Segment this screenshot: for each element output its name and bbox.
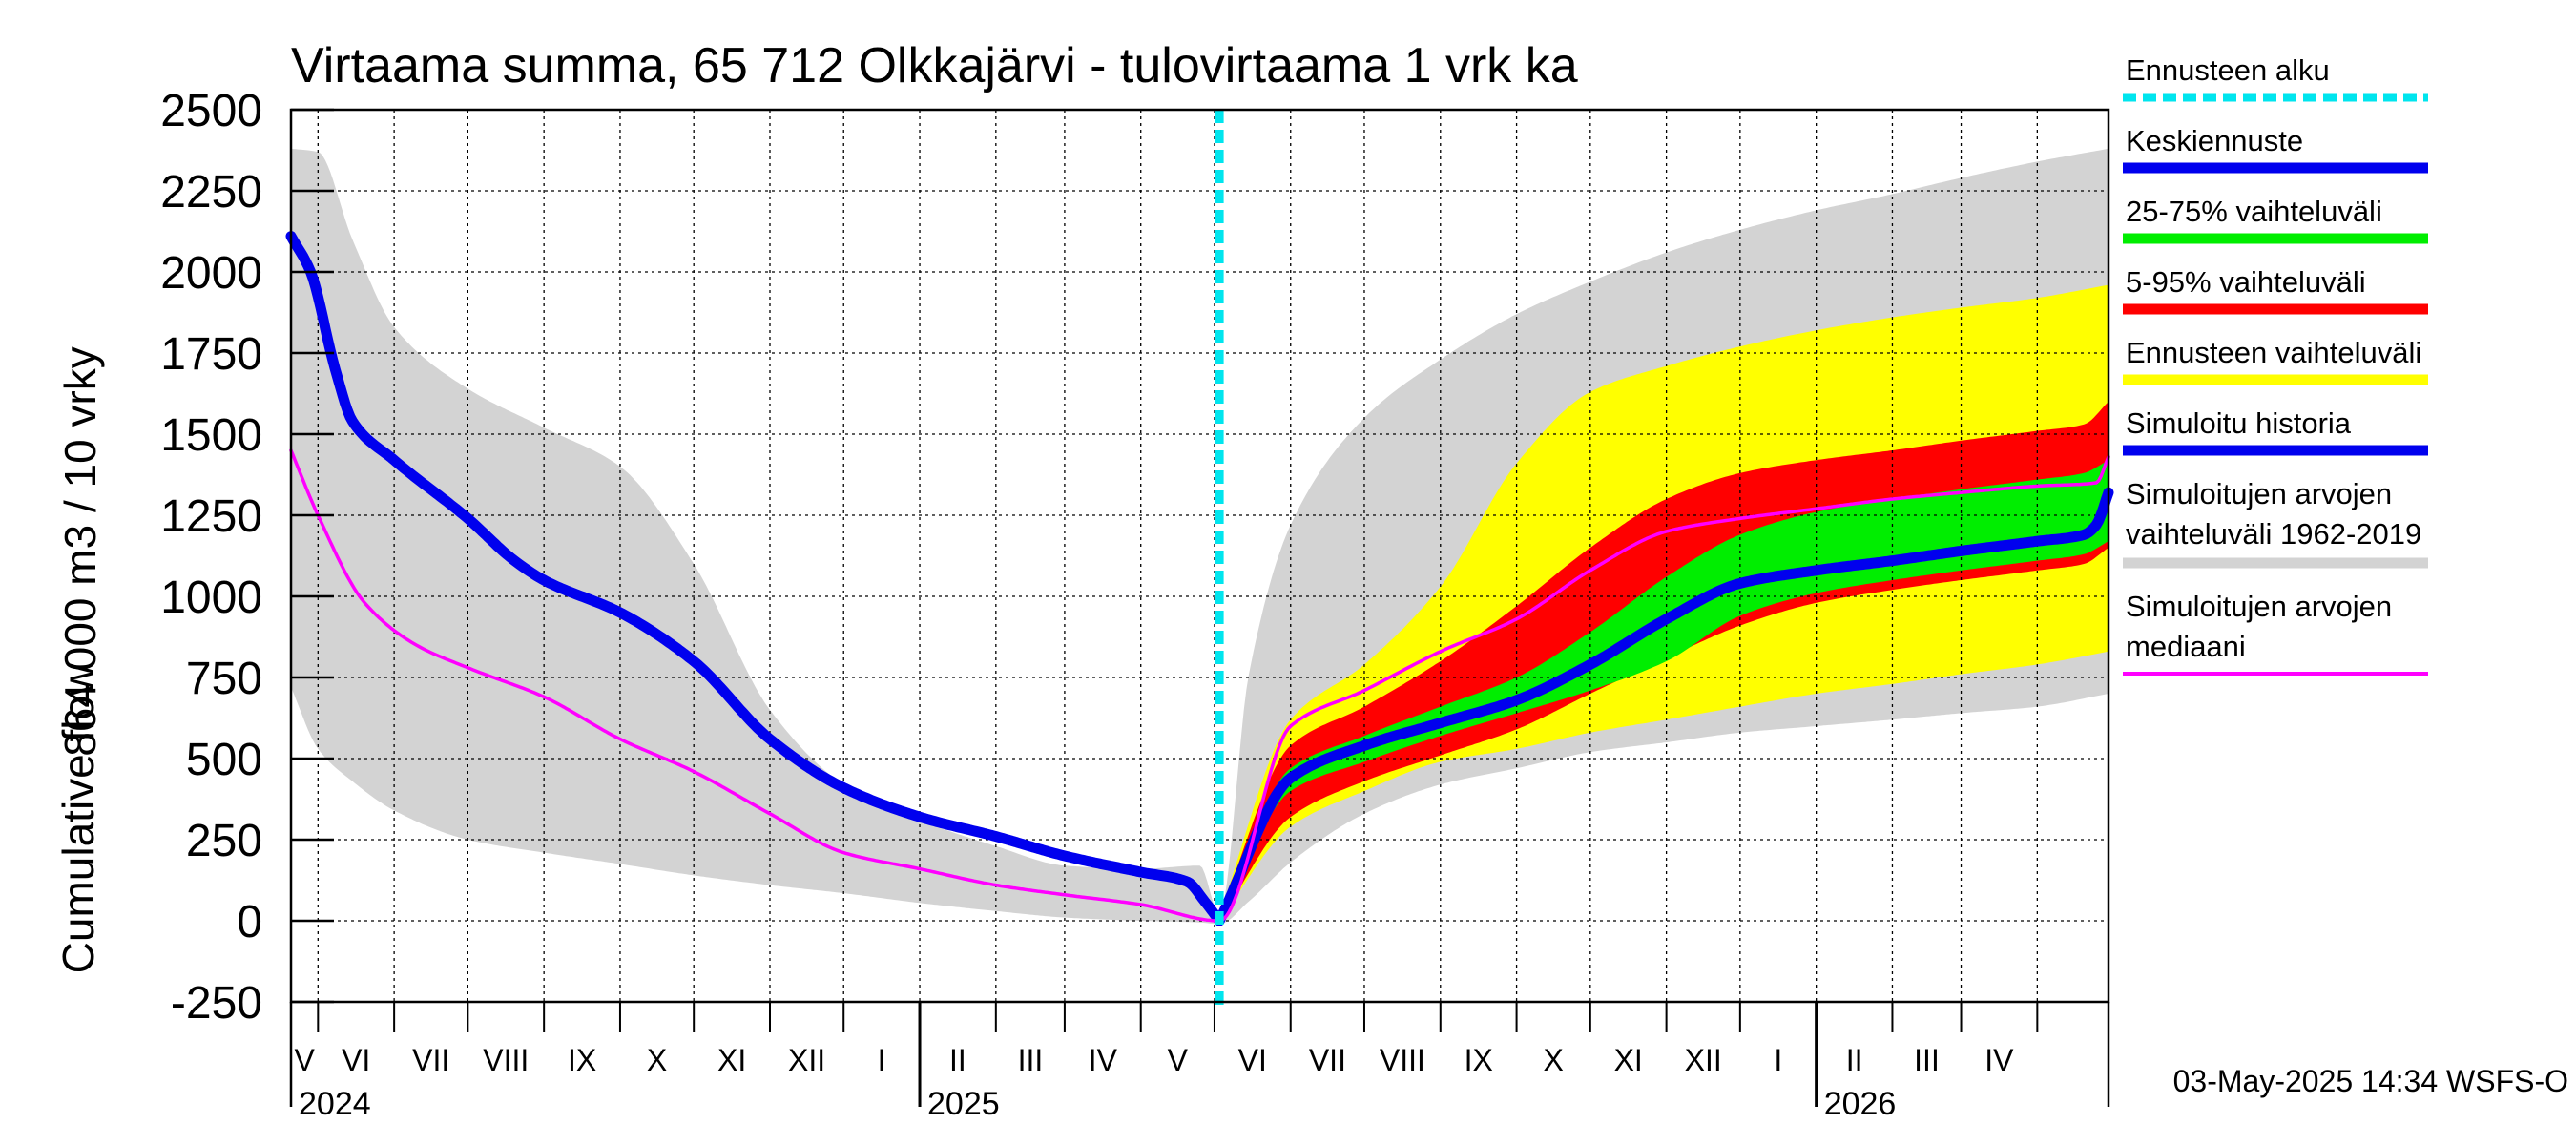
- month-label: XI: [717, 1043, 746, 1077]
- year-label: 2026: [1824, 1086, 1897, 1122]
- year-label: 2025: [927, 1086, 1000, 1122]
- month-label: VI: [1238, 1043, 1267, 1077]
- month-label: IX: [1465, 1043, 1493, 1077]
- month-label: I: [878, 1043, 886, 1077]
- month-label: XII: [1685, 1043, 1722, 1077]
- y-tick-label: 500: [186, 735, 262, 785]
- legend-label-mean-forecast: Keskiennuste: [2126, 124, 2303, 157]
- month-label: V: [295, 1043, 316, 1077]
- y-tick-label: 2000: [160, 248, 262, 299]
- y-tick-label: 250: [186, 816, 262, 866]
- y-tick-label: 1250: [160, 491, 262, 542]
- legend-label-range-5-95: 5-95% vaihteluväli: [2126, 265, 2366, 299]
- legend-label-sim-range-line1: Simuloitujen arvojen: [2126, 477, 2392, 510]
- y-axis-ticks: 25002250200017501500125010007505002500-2…: [160, 86, 334, 1029]
- legend-label-sim-median-line2: mediaani: [2126, 630, 2246, 663]
- month-label: III: [1018, 1043, 1044, 1077]
- month-label: VII: [412, 1043, 449, 1077]
- y-tick-label: 2500: [160, 86, 262, 136]
- y-tick-label: 1500: [160, 410, 262, 461]
- month-label: IV: [1089, 1043, 1118, 1077]
- y-tick-label: 1750: [160, 329, 262, 380]
- month-label: IX: [568, 1043, 596, 1077]
- legend-label-forecast-range: Ennusteen vaihteluväli: [2126, 336, 2421, 369]
- plot-lines: [285, 110, 2114, 1007]
- line-simuloitujen-arvojen-mediaani: [289, 448, 2110, 923]
- y-axis-label-unit: 864 000 m3 / 10 vrky: [55, 346, 105, 757]
- legend-label-forecast-start: Ennusteen alku: [2126, 53, 2330, 87]
- month-label: II: [949, 1043, 966, 1077]
- year-label: 2024: [299, 1086, 371, 1122]
- y-tick-label: 0: [237, 897, 262, 947]
- band-simuloitujen-arvojen-vaihteluv-li-1962-2019: [291, 148, 2109, 925]
- plot-frame: [289, 108, 2110, 1107]
- month-label: VII: [1309, 1043, 1346, 1077]
- month-label: X: [1544, 1043, 1564, 1077]
- month-label: I: [1774, 1043, 1782, 1077]
- y-tick-label: 750: [186, 654, 262, 704]
- month-label: II: [1846, 1043, 1863, 1077]
- y-tick-label: 2250: [160, 167, 262, 218]
- month-label: III: [1914, 1043, 1940, 1077]
- plot-border: [289, 108, 2110, 1004]
- line-keskiennuste: [1214, 487, 2114, 926]
- legend-label-range-25-75: 25-75% vaihteluväli: [2126, 195, 2382, 228]
- legend: Ennusteen alku Keskiennuste 25-75% vaiht…: [2123, 53, 2428, 676]
- chart-title: Virtaama summa, 65 712 Olkkajärvi - tulo…: [291, 38, 1578, 94]
- month-label: X: [647, 1043, 667, 1077]
- month-label: IV: [1984, 1043, 2014, 1077]
- month-label: XII: [788, 1043, 825, 1077]
- legend-label-sim-median-line1: Simuloitujen arvojen: [2126, 590, 2392, 623]
- line-simuloitu-historia: [285, 231, 1225, 926]
- month-label: V: [1168, 1043, 1189, 1077]
- y-axis-label-cumulative: Cumulative flow: [53, 663, 103, 973]
- y-tick-label: 1000: [160, 572, 262, 623]
- month-label: XI: [1614, 1043, 1643, 1077]
- y-tick-label: -250: [171, 978, 262, 1029]
- month-label: VIII: [1380, 1043, 1425, 1077]
- x-axis-labels: V VI VII VIII IX X XI XII I II III IV V VI VII VIII IX X X…: [295, 1002, 2039, 1122]
- legend-label-simulated-history: Simuloitu historia: [2126, 406, 2352, 440]
- month-label: VI: [342, 1043, 370, 1077]
- footer-timestamp: 03-May-2025 14:34 WSFS-O: [2173, 1064, 2568, 1098]
- month-label: VIII: [483, 1043, 529, 1077]
- band-25-75-vaihteluv-li: [1219, 460, 2109, 921]
- plot-areas: [291, 148, 2109, 925]
- legend-label-sim-range-line2: vaihteluväli 1962-2019: [2126, 517, 2421, 551]
